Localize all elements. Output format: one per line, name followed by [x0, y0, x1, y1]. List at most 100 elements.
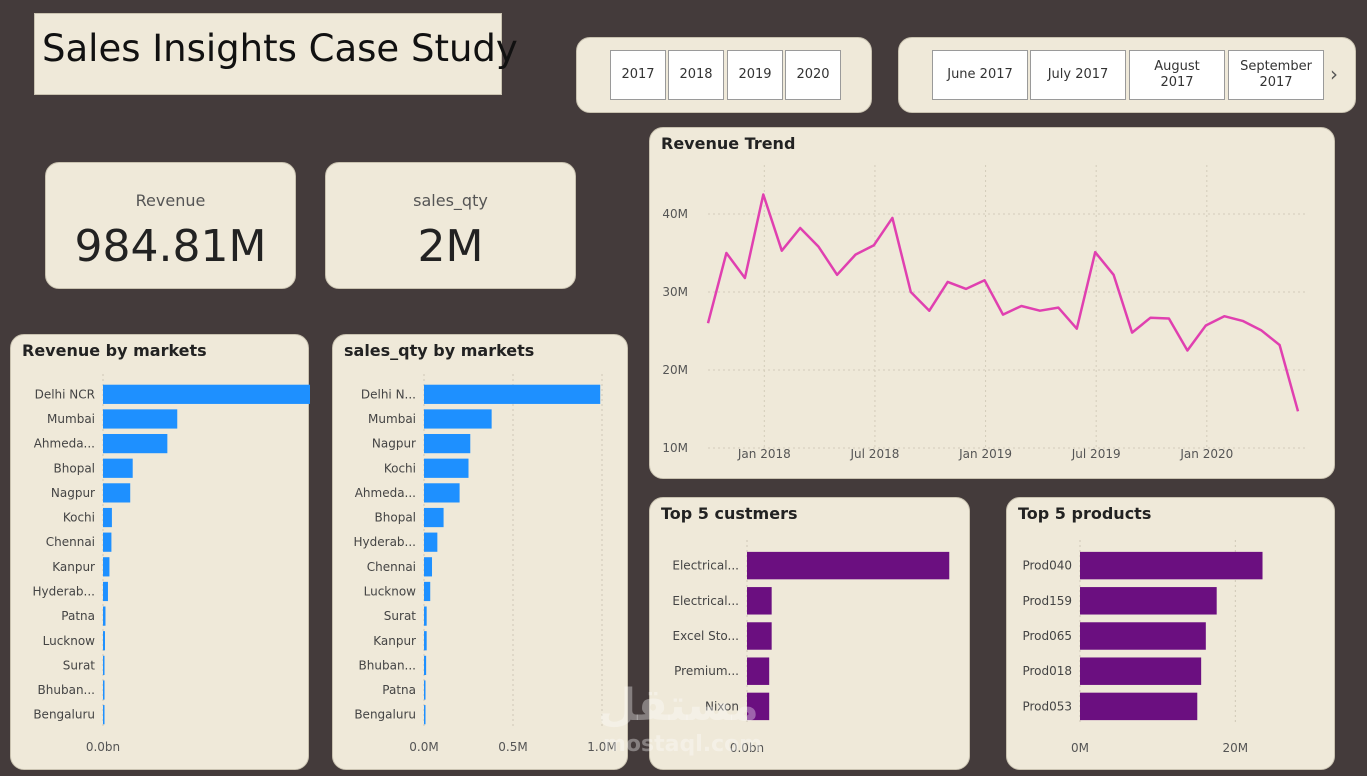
- revenue-by-markets-chart: 0.0bn0.5bnDelhi NCRMumbaiAhmeda...Bhopal…: [33, 374, 310, 754]
- bar: [103, 705, 105, 725]
- category-label: Bhuban...: [359, 658, 416, 672]
- category-label: Bhopal: [375, 511, 416, 525]
- category-label: Prod053: [1022, 699, 1072, 713]
- bar: [424, 606, 427, 626]
- x-tick-label: Jan 2020: [1179, 447, 1233, 461]
- bar: [424, 409, 492, 429]
- bar: [1080, 622, 1206, 650]
- y-tick-label: 20M: [662, 363, 688, 377]
- category-label: Bengaluru: [354, 708, 416, 722]
- revenue-line: [706, 193, 1300, 412]
- sales-qty-by-markets-title: sales_qty by markets: [344, 341, 535, 360]
- month-september-2017-button[interactable]: September 2017: [1228, 50, 1324, 100]
- category-label: Prod040: [1022, 559, 1072, 573]
- category-label: Hyderab...: [354, 535, 416, 549]
- bar: [747, 692, 770, 721]
- top-customers-chart: 0.0bn0.5bnElectrical...Electrical...Exce…: [672, 540, 950, 755]
- top-products-title: Top 5 products: [1018, 504, 1152, 523]
- y-tick-label: 40M: [662, 207, 688, 221]
- top-products-chart: 0M 20M Prod040 Prod159 Prod065 Prod018 Prod053: [1022, 540, 1263, 755]
- revenue-by-markets-title: Revenue by markets: [22, 341, 207, 360]
- category-label: Prod065: [1022, 629, 1072, 643]
- category-label: Kochi: [384, 461, 416, 475]
- bar: [424, 655, 427, 676]
- x-tick-label: 0.0M: [409, 740, 438, 754]
- category-label: Mumbai: [47, 412, 95, 426]
- category-label: Kanpur: [373, 634, 416, 648]
- x-tick-label: 0M: [1071, 741, 1089, 755]
- x-tick-label: 0.0bn: [730, 741, 764, 755]
- x-tick-label: 0.5M: [498, 740, 527, 754]
- bar: [1080, 587, 1217, 615]
- category-label: Nixon: [705, 699, 739, 713]
- year-2017-button[interactable]: 2017: [610, 50, 666, 100]
- bar: [424, 384, 601, 404]
- y-tick-label: 10M: [662, 441, 688, 455]
- x-tick-label: Jan 2019: [958, 447, 1012, 461]
- category-label: Electrical...: [672, 594, 739, 608]
- watermark-latin: mostaql.com: [603, 732, 763, 757]
- category-label: Premium...: [674, 664, 739, 678]
- report-title-box: Sales Insights Case Study: [34, 13, 518, 95]
- bar: [103, 458, 133, 478]
- category-label: Prod159: [1022, 594, 1072, 608]
- top-customers-title: Top 5 custmers: [661, 504, 798, 523]
- category-label: Nagpur: [372, 437, 416, 451]
- report-title: Sales Insights Case Study: [42, 27, 518, 70]
- category-label: Patna: [61, 609, 95, 623]
- revenue-card: Revenue 984.81M: [45, 162, 296, 289]
- category-label: Ahmeda...: [34, 437, 95, 451]
- category-label: Bengaluru: [33, 708, 95, 722]
- bar: [424, 705, 426, 725]
- month-june-2017-button[interactable]: June 2017: [932, 50, 1028, 100]
- year-2019-button[interactable]: 2019: [727, 50, 783, 100]
- category-label: Mumbai: [368, 412, 416, 426]
- category-label: Chennai: [46, 535, 95, 549]
- bar: [103, 557, 110, 577]
- bar: [747, 587, 772, 615]
- category-label: Surat: [63, 658, 96, 672]
- month-august-2017-button[interactable]: August 2017: [1129, 50, 1225, 100]
- category-label: Delhi NCR: [35, 387, 95, 401]
- category-label: Bhopal: [54, 461, 95, 475]
- bar: [1080, 657, 1202, 685]
- category-label: Electrical...: [672, 559, 739, 573]
- year-2018-button[interactable]: 2018: [668, 50, 724, 100]
- sales-qty-value: 2M: [417, 221, 484, 272]
- bar: [424, 581, 431, 602]
- category-label: Lucknow: [43, 634, 96, 648]
- bar: [424, 557, 433, 577]
- revenue-trend-chart: 10M 20M 30M 40M Jan 2018 Jul 2018 Jan 2019 Jul …: [662, 165, 1308, 461]
- bar: [103, 507, 112, 528]
- x-tick-label: 20M: [1223, 741, 1249, 755]
- bar: [424, 458, 469, 478]
- bar: [103, 433, 168, 454]
- bar: [747, 622, 772, 650]
- bar: [424, 532, 438, 552]
- month-july-2017-button[interactable]: July 2017: [1030, 50, 1126, 100]
- bar: [747, 551, 950, 580]
- year-2020-button[interactable]: 2020: [785, 50, 841, 100]
- category-label: Kanpur: [52, 560, 95, 574]
- sales-qty-card: sales_qty 2M: [325, 162, 576, 289]
- bar: [103, 384, 310, 404]
- bar: [103, 631, 105, 651]
- category-label: Surat: [384, 609, 417, 623]
- category-label: Bhuban...: [38, 683, 95, 697]
- revenue-label: Revenue: [135, 191, 206, 210]
- category-label: Nagpur: [51, 486, 95, 500]
- chevron-right-icon[interactable]: ›: [1330, 62, 1338, 86]
- category-label: Kochi: [63, 511, 95, 525]
- bar: [424, 507, 444, 528]
- revenue-value: 984.81M: [74, 221, 267, 272]
- y-tick-label: 30M: [662, 285, 688, 299]
- top-products-panel: Top 5 products 0M 20M Prod040 Prod159 Prod06…: [1006, 497, 1335, 770]
- year-slicer: 2017 2018 2019 2020: [576, 37, 872, 113]
- bar: [1080, 551, 1263, 580]
- bar: [1080, 692, 1198, 721]
- category-label: Hyderab...: [33, 584, 95, 598]
- bar: [424, 483, 460, 503]
- category-label: Lucknow: [364, 584, 417, 598]
- revenue-trend-panel: Revenue Trend 10M 20M 30M 40M Jan 2018 Jul 20…: [649, 127, 1335, 479]
- bar: [424, 631, 427, 651]
